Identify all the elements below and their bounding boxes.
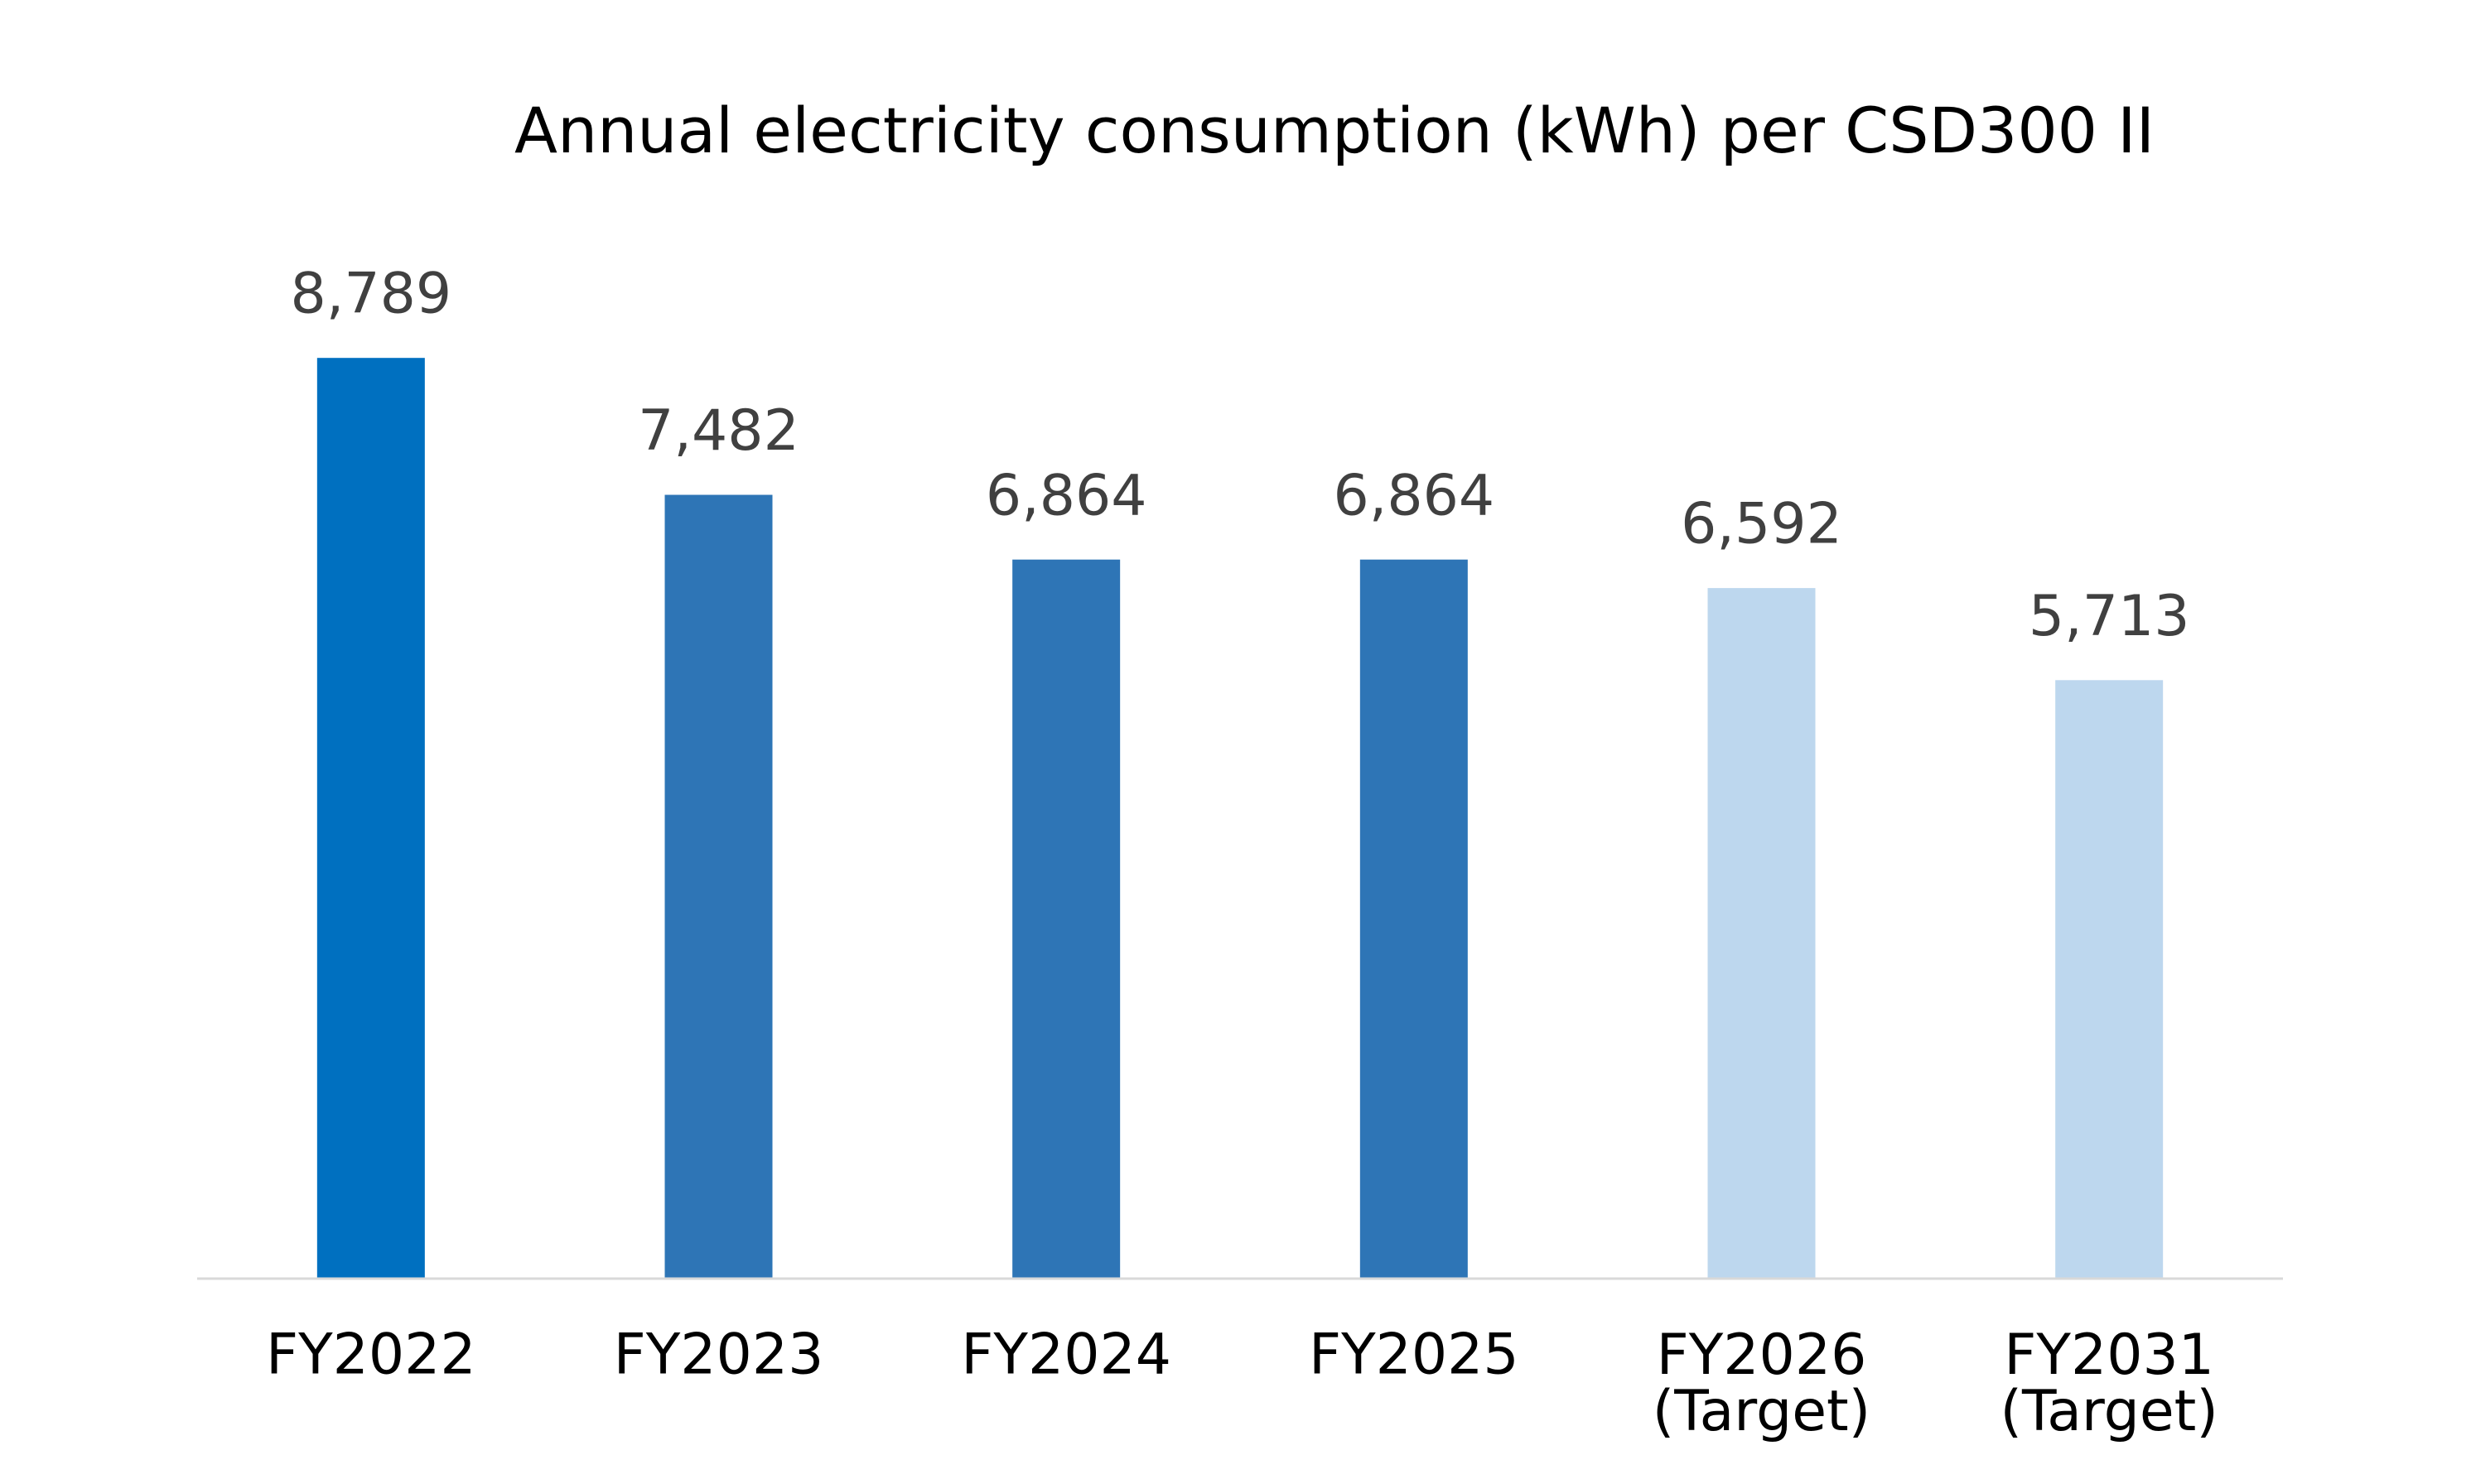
x-tick-label: FY2022: [266, 1323, 476, 1388]
x-tick-label: FY2024: [961, 1323, 1171, 1388]
bar: [1707, 588, 1816, 1279]
value-label: 7,482: [638, 398, 799, 464]
value-label: 6,864: [986, 463, 1147, 528]
value-label: 6,592: [1681, 492, 1842, 557]
bar: [2055, 680, 2164, 1279]
bar: [1359, 559, 1468, 1279]
chart-title: Annual electricity consumption (kWh) per…: [514, 94, 2155, 167]
x-tick-label-line: (Target): [2000, 1379, 2218, 1444]
bar: [1012, 559, 1121, 1279]
x-tick-label-line: FY2031: [2004, 1323, 2214, 1388]
x-tick-label-line: FY2026: [1657, 1323, 1867, 1388]
bar: [316, 358, 425, 1279]
bar: [664, 494, 773, 1279]
x-tick-label: FY2025: [1309, 1323, 1519, 1388]
value-label: 6,864: [1333, 463, 1494, 528]
x-tick-label: FY2023: [614, 1323, 824, 1388]
x-tick-label: FY2031 (Target): [2000, 1323, 2218, 1444]
x-tick-label: FY2026 (Target): [1653, 1323, 1870, 1444]
value-label: 8,789: [290, 262, 451, 327]
value-label: 5,713: [2029, 584, 2190, 649]
x-tick-label-line: (Target): [1653, 1379, 1870, 1444]
